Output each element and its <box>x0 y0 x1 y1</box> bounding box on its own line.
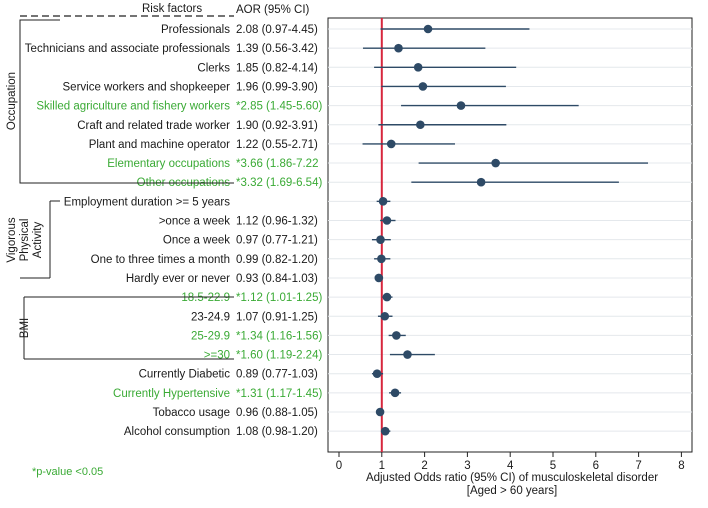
row-label: Skilled agriculture and fishery workers <box>36 101 230 113</box>
row-label: Hardly ever or never <box>126 273 230 285</box>
footnote: *p-value <0.05 <box>32 466 103 478</box>
group-bracket-occupation <box>19 19 234 184</box>
aor-point <box>491 158 500 168</box>
aor-point <box>394 43 403 53</box>
group-label-occupation: Occupation <box>6 72 18 130</box>
header-ci: (95% CI) <box>264 4 310 16</box>
aor-ci-text: *1.31 (1.17-1.45) <box>236 388 322 400</box>
aor-point <box>382 216 392 225</box>
row-label: Employment duration >= 5 years <box>64 196 230 208</box>
aor-ci-text: 0.96 (0.88-1.05) <box>236 407 318 419</box>
aor-point <box>418 82 428 91</box>
x-tick-label: 4 <box>507 460 514 472</box>
row-label: Once a week <box>163 235 230 247</box>
aor-point <box>476 177 486 187</box>
aor-point <box>423 24 433 34</box>
aor-ci-text: 1.39 (0.56-3.42) <box>236 43 318 55</box>
row-label: >=30 <box>204 350 230 362</box>
aor-ci-text: 0.99 (0.82-1.20) <box>236 254 318 266</box>
aor-ci-text: 1.85 (0.82-4.14) <box>236 62 318 74</box>
row-label: 25-29.9 <box>191 330 230 342</box>
group-label-activity: Activity <box>32 222 44 259</box>
aor-point <box>380 311 390 321</box>
x-tick-label: 0 <box>336 460 342 472</box>
row-label: Craft and related trade worker <box>77 120 230 132</box>
aor-point <box>403 350 412 359</box>
aor-ci-text: *1.12 (1.01-1.25) <box>236 292 322 304</box>
x-tick-label: 8 <box>678 460 684 472</box>
aor-point <box>456 101 466 110</box>
group-label-physical: Physical <box>19 219 31 262</box>
aor-point <box>378 197 388 206</box>
row-label: Currently Hypertensive <box>113 388 230 400</box>
aor-point <box>416 120 425 130</box>
aor-point <box>377 254 386 264</box>
aor-ci-text: 1.07 (0.91-1.25) <box>236 311 318 323</box>
group-label-vigorous: Vigorous <box>6 217 18 262</box>
header-aor: AOR <box>236 4 261 16</box>
aor-ci-text: 1.96 (0.99-3.90) <box>236 81 318 93</box>
header-risk-factors: Risk factors <box>142 3 202 15</box>
aor-point <box>392 331 401 340</box>
aor-point <box>375 407 385 417</box>
row-label: 23-24.9 <box>191 311 230 323</box>
aor-ci-text: 0.97 (0.77-1.21) <box>236 235 318 247</box>
row-label: Service workers and shopkeeper <box>63 81 231 93</box>
row-label: Currently Diabetic <box>139 369 231 381</box>
x-axis-title-line-1: Adjusted Odds ratio (95% CI) of musculos… <box>366 472 658 484</box>
row-label: Alcohol consumption <box>124 426 230 438</box>
aor-ci-text: 2.08 (0.97-4.45) <box>236 24 318 36</box>
aor-point <box>372 369 382 379</box>
aor-point <box>386 139 396 149</box>
row-label: Elementary occupations <box>107 158 230 170</box>
x-tick-label: 3 <box>464 460 470 472</box>
aor-ci-text: 0.89 (0.77-1.03) <box>236 369 318 381</box>
row-label: Clerks <box>197 62 230 74</box>
row-label: Professionals <box>161 24 230 36</box>
x-tick-label: 7 <box>635 460 641 472</box>
aor-ci-text: *3.66 (1.86-7.22 <box>236 158 318 170</box>
aor-ci-text: 1.22 (0.55-2.71) <box>236 139 318 151</box>
aor-ci-text: *2.85 (1.45-5.60) <box>236 101 322 113</box>
aor-ci-text: *3.32 (1.69-6.54) <box>236 177 322 189</box>
aor-ci-text: 1.12 (0.96-1.32) <box>236 216 318 228</box>
data-marks <box>362 24 649 436</box>
group-label-bmi: BMI <box>19 318 31 338</box>
x-axis-title-line-2: [Aged > 60 years] <box>467 485 557 497</box>
aor-ci-text: 1.90 (0.92-3.91) <box>236 120 318 132</box>
aor-ci-text: 1.08 (0.98-1.20) <box>236 426 318 438</box>
aor-point <box>382 292 392 302</box>
x-axis: 0 1 2 3 4 5 6 7 8 <box>336 452 685 472</box>
row-label: Technicians and associate professionals <box>25 43 230 55</box>
x-tick-label: 2 <box>421 460 427 472</box>
aor-ci-text: 0.93 (0.84-1.03) <box>236 273 318 285</box>
row-label: 18.5-22.9 <box>181 292 230 304</box>
x-tick-label: 6 <box>593 460 599 472</box>
row-labels: Professionals 2.08 (0.97-4.45) Technicians… <box>25 24 323 438</box>
row-label: One to three times a month <box>91 254 230 266</box>
aor-point <box>413 63 423 72</box>
x-tick-label: 5 <box>550 460 556 472</box>
row-label: >once a week <box>159 216 231 228</box>
aor-point <box>376 235 385 244</box>
group-bracket-bmi <box>23 296 234 360</box>
aor-ci-text: *1.34 (1.16-1.56) <box>236 330 322 342</box>
aor-point <box>390 388 400 398</box>
row-label: Tobacco usage <box>153 407 230 419</box>
aor-point <box>374 273 384 283</box>
x-tick-label: 1 <box>379 460 385 472</box>
row-label: Plant and machine operator <box>89 139 230 151</box>
aor-ci-text: *1.60 (1.19-2.24) <box>236 350 322 362</box>
aor-point <box>380 426 390 436</box>
group-bracket-physical-activity <box>20 200 60 279</box>
